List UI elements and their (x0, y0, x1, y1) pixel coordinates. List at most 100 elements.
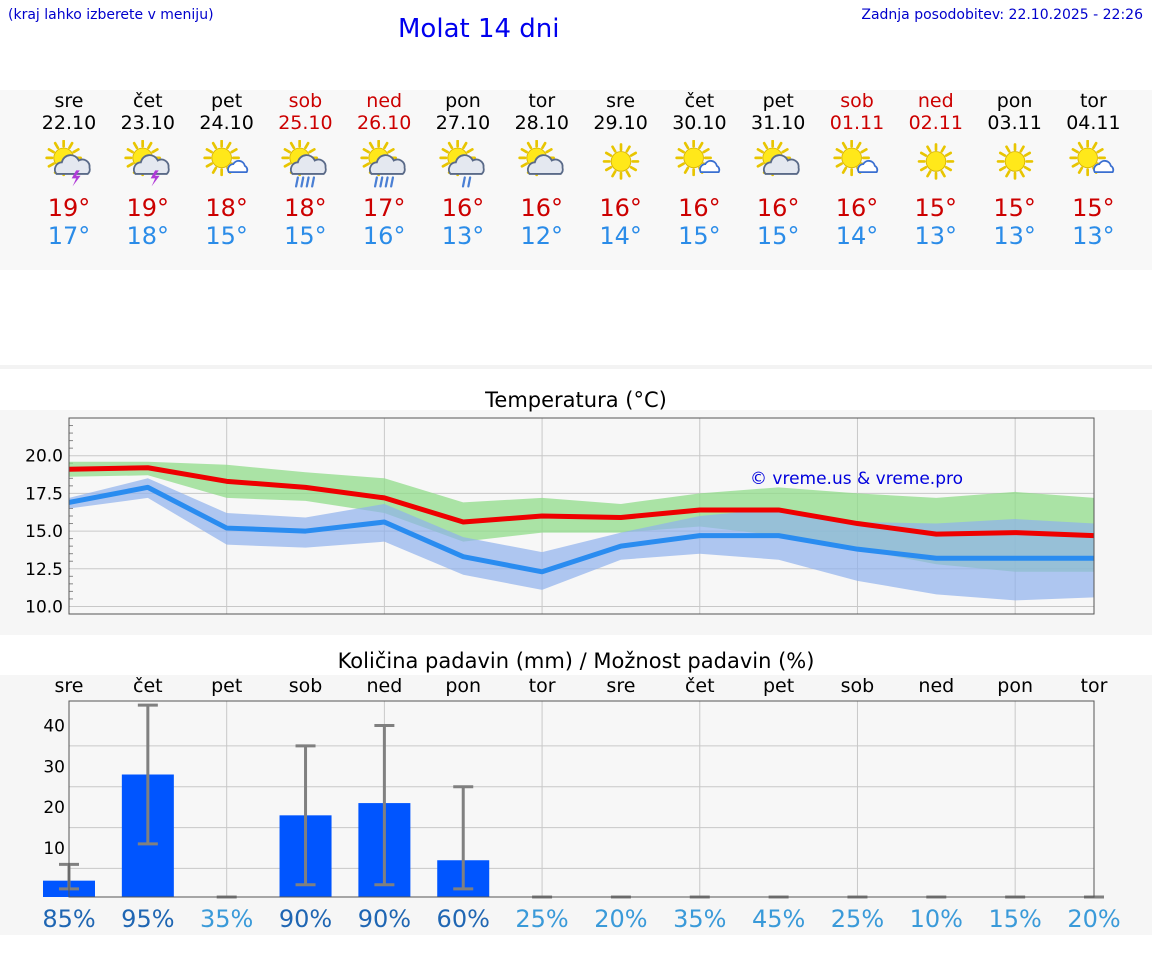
rain-drop (467, 176, 472, 188)
precipitation-probability: 95% (121, 905, 174, 933)
day-date: 31.10 (750, 112, 806, 134)
x-category-label: čet (685, 675, 715, 697)
y-tick-label: 17.5 (25, 484, 63, 504)
day-date: 28.10 (514, 112, 569, 134)
x-category-label: sre (606, 675, 635, 697)
sun-ray (72, 148, 80, 154)
max-temperature: 15° (914, 194, 958, 222)
cloud-shape (1093, 160, 1115, 174)
y-tick-label: 40 (43, 717, 65, 737)
sun-ray (940, 145, 946, 153)
min-temperature: 16° (362, 222, 406, 250)
rain-drop (384, 176, 389, 188)
forecast-day: ned 26.10 17° 16° (345, 90, 423, 250)
precipitation-probability: 10% (910, 905, 963, 933)
sun-ray (860, 148, 868, 154)
sun-ray (545, 148, 553, 154)
min-temperature: 17° (47, 222, 91, 250)
sun-ray (526, 141, 532, 150)
cloud-outline (857, 160, 879, 174)
x-category-label: sob (289, 675, 323, 697)
day-name: pet (210, 90, 243, 112)
cloud-shape (857, 160, 879, 174)
cloud-outline (226, 160, 248, 174)
sun-ray (1072, 148, 1080, 154)
x-category-label: tor (1081, 675, 1108, 697)
forecast-day: pon 27.10 16° 13° (424, 90, 502, 250)
sun-ray (68, 141, 74, 150)
y-tick-label: 20 (43, 798, 65, 818)
sun-ray (47, 148, 55, 154)
precipitation-probability: 90% (358, 905, 411, 933)
day-date: 04.11 (1066, 112, 1121, 134)
day-name: sre (54, 90, 84, 112)
max-temperature: 16° (599, 194, 642, 222)
cloud-shape (226, 160, 248, 174)
day-date: 30.10 (672, 112, 727, 134)
max-temperature: 18° (284, 194, 327, 222)
precipitation-probability: 15% (988, 905, 1041, 933)
sun-disc (1004, 151, 1025, 172)
sun-ray (1072, 162, 1080, 168)
x-category-label: pon (997, 675, 1033, 697)
cloud-outline (448, 154, 485, 175)
x-category-label: sre (55, 675, 84, 697)
sun-icon (917, 143, 955, 180)
min-temperature-line (68, 484, 1094, 575)
sun-ray (205, 162, 213, 168)
sun-ray (1092, 141, 1098, 150)
forecast-day: tor 04.11 15° 13° (1054, 90, 1132, 250)
sun-ray (625, 145, 631, 153)
precipitation-chart-title: Količina padavin (mm) / Možnost padavin … (337, 649, 815, 673)
sun-ray (925, 145, 932, 153)
day-name: tor (528, 90, 556, 112)
sun-ray (1019, 145, 1025, 153)
last-update: Zadnja posodobitev: 22.10.2025 - 22:26 (861, 7, 1143, 23)
sun-shape (996, 143, 1033, 180)
sun-ray (304, 141, 310, 150)
sun-ray (1023, 165, 1031, 172)
forecast-day: ned 02.11 15° 13° (897, 90, 975, 250)
sun-ray (308, 148, 317, 154)
day-name: ned (366, 90, 403, 112)
rain-drop (461, 176, 466, 188)
day-name: sob (840, 90, 874, 112)
day-name: ned (917, 90, 954, 112)
forecast-day: pet 24.10 18° 15° (188, 90, 266, 250)
cloud-outline (526, 154, 564, 175)
x-category-label: ned (366, 675, 402, 697)
forecast-day: pon 03.11 15° 13° (976, 90, 1054, 250)
min-temperature-band (69, 478, 1094, 601)
sun-ray (678, 162, 686, 168)
rain-drop (374, 176, 379, 188)
day-name: sre (606, 90, 636, 112)
sun-ray (835, 162, 843, 168)
min-temperature: 12° (520, 222, 564, 250)
sun-ray (629, 165, 637, 172)
sun-ray (777, 141, 783, 150)
max-temperature: 16° (835, 194, 879, 222)
location-hint: (kraj lahko izberete v meniju) (8, 7, 214, 23)
sun-ray (856, 141, 862, 150)
min-temperature: 15° (205, 222, 248, 250)
x-category-label: čet (133, 675, 163, 697)
sun-cloud-icon (754, 140, 800, 177)
max-temperature: 16° (756, 194, 800, 222)
sun-ray (146, 141, 153, 150)
precipitation-probability: 35% (200, 905, 253, 933)
sun-ray (126, 162, 134, 168)
cloud-shape (763, 154, 800, 175)
day-name: pon (445, 90, 481, 112)
sun-ray (698, 141, 704, 150)
forecast-panel (0, 90, 1152, 270)
rain-drop (379, 176, 384, 188)
min-temperature: 18° (126, 222, 170, 250)
sun-disc (210, 147, 232, 169)
precipitation-probability: 25% (831, 905, 884, 933)
sun-ray (387, 148, 395, 154)
sun-ray (383, 141, 389, 150)
day-date: 27.10 (435, 112, 491, 134)
sun-ray (841, 166, 848, 174)
sun-ray (684, 166, 690, 174)
day-name: čet (684, 90, 715, 112)
